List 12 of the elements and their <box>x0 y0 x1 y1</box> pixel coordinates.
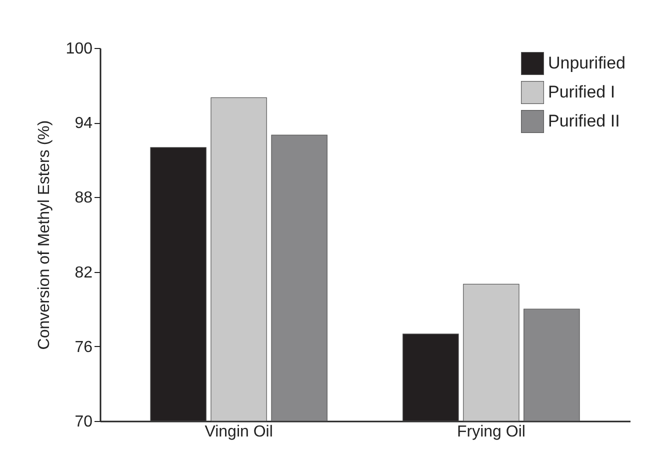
x-tick-label: Vingin Oil <box>204 424 273 440</box>
y-tick-label: 100 <box>66 40 93 58</box>
y-tick-label: 82 <box>74 264 93 282</box>
x-tick-label: Frying Oil <box>456 424 526 440</box>
y-axis-title: Conversion of Methyl Esters (%) <box>36 120 53 350</box>
y-tick-label: 88 <box>74 190 93 207</box>
legend-label: Purified I <box>548 82 616 102</box>
y-tick-label: 76 <box>74 338 93 356</box>
legend-label: Unpurified <box>548 54 626 72</box>
legend-label: Purified II <box>548 112 620 130</box>
y-tick-label: 70 <box>74 414 93 430</box>
y-tick-label: 94 <box>74 115 93 132</box>
